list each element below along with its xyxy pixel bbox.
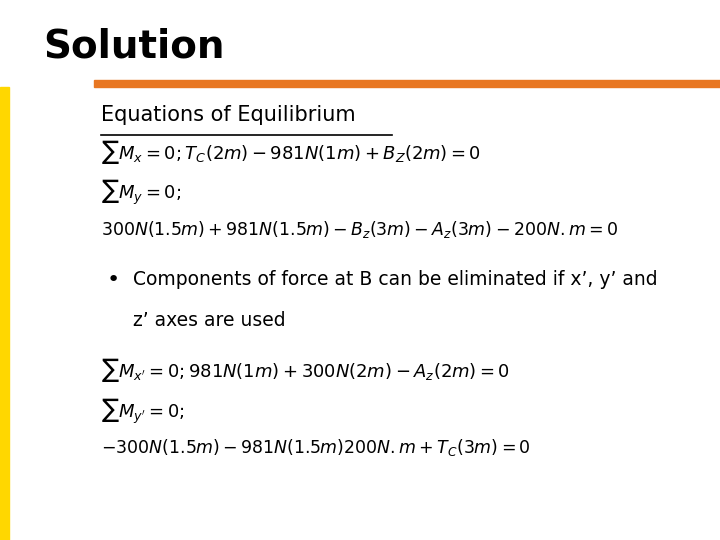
Bar xyxy=(94,80,720,87)
Text: $\sum M_x = 0; T_C(2m) - 981N(1m) + B_Z(2m) = 0$: $\sum M_x = 0; T_C(2m) - 981N(1m) + B_Z(… xyxy=(101,138,481,166)
Text: z’ axes are used: z’ axes are used xyxy=(133,310,286,329)
Bar xyxy=(0,87,9,540)
Text: $\sum M_y = 0;$: $\sum M_y = 0;$ xyxy=(101,178,181,207)
Text: $\sum M_{y'} = 0;$: $\sum M_{y'} = 0;$ xyxy=(101,397,184,426)
Text: Solution: Solution xyxy=(43,27,225,65)
Text: Components of force at B can be eliminated if x’, y’ and: Components of force at B can be eliminat… xyxy=(133,270,658,289)
Text: Equations of Equilibrium: Equations of Equilibrium xyxy=(101,105,356,125)
Text: $300N(1.5m) + 981N(1.5m) - B_z(3m) - A_z(3m) - 200N.m = 0$: $300N(1.5m) + 981N(1.5m) - B_z(3m) - A_z… xyxy=(101,219,618,240)
Text: $-300N(1.5m) - 981N(1.5m)200N.m + T_C(3m) = 0$: $-300N(1.5m) - 981N(1.5m)200N.m + T_C(3m… xyxy=(101,437,531,458)
Text: $\sum M_{x'} = 0; 981N(1m) + 300N(2m) - A_z(2m) = 0$: $\sum M_{x'} = 0; 981N(1m) + 300N(2m) - … xyxy=(101,356,510,384)
Text: •: • xyxy=(107,270,120,290)
